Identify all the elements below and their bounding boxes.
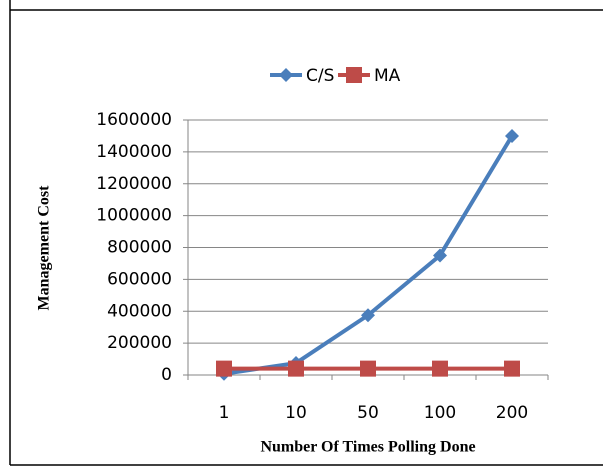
x-axis-title: Number Of Times Polling Done	[260, 439, 475, 456]
y-tick-label: 800000	[107, 238, 172, 258]
point	[288, 360, 304, 377]
point	[505, 128, 519, 143]
point	[216, 360, 232, 377]
point	[361, 308, 375, 323]
y-tick-label: 200000	[107, 333, 172, 353]
y-tick-label: 1400000	[96, 142, 172, 162]
y-tick-label: 0	[161, 365, 172, 385]
legend-marker	[279, 68, 293, 82]
point	[433, 248, 447, 263]
point	[432, 360, 448, 377]
y-tick-label: 600000	[107, 269, 172, 289]
series-line	[223, 134, 514, 376]
point	[504, 360, 520, 377]
legend-label: MA	[374, 66, 401, 86]
y-axis-title: Management Cost	[36, 185, 53, 311]
x-tick-label: 10	[285, 403, 307, 423]
y-tick-label: 1200000	[96, 174, 172, 194]
legend-label: C/S	[306, 66, 334, 86]
y-tick-label: 1600000	[96, 110, 172, 130]
legend-marker	[346, 67, 362, 83]
x-tick-label: 200	[496, 403, 528, 423]
y-tick-label: 400000	[107, 301, 172, 321]
x-tick-label: 50	[357, 403, 379, 423]
x-tick-label: 100	[424, 403, 456, 423]
point	[360, 360, 376, 377]
y-tick-label: 1000000	[96, 206, 172, 226]
x-tick-label: 1	[219, 403, 230, 423]
